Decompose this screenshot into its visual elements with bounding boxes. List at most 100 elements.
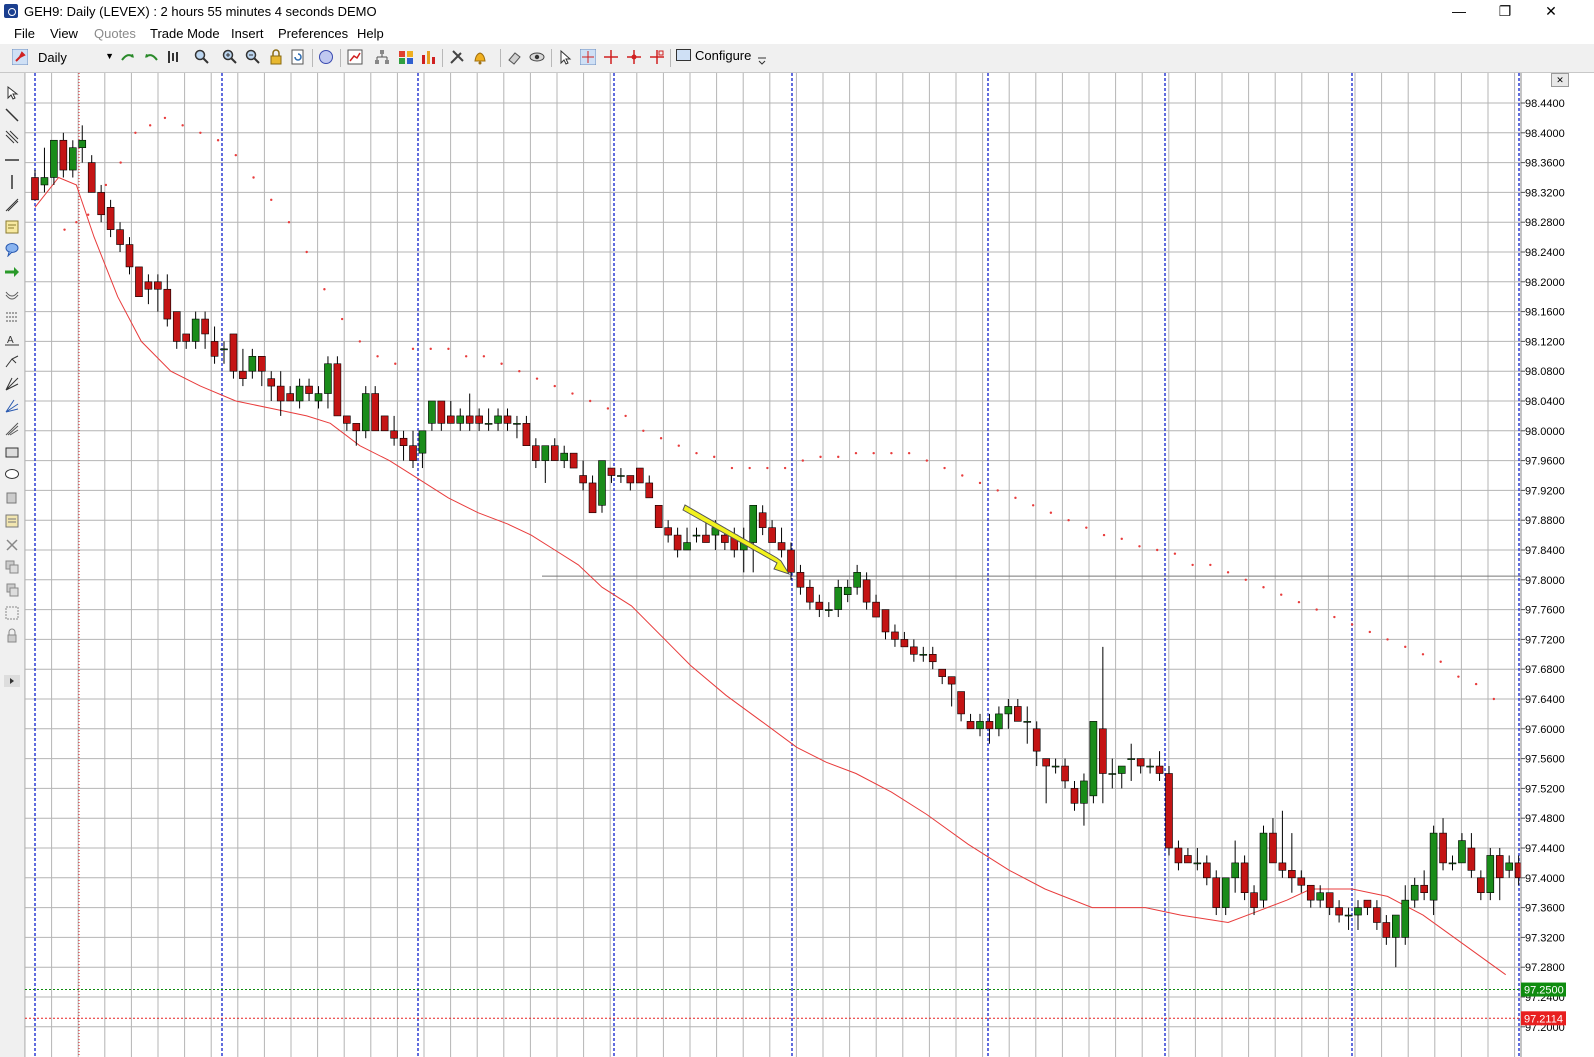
point-icon[interactable] <box>626 49 642 65</box>
expand-icon[interactable] <box>4 673 20 689</box>
zoom-icon[interactable] <box>194 49 210 65</box>
candle <box>1477 870 1485 901</box>
undo-icon[interactable] <box>143 49 159 65</box>
crosshair-icon[interactable] <box>580 49 596 65</box>
parabolic-sar-series <box>63 116 1496 701</box>
candle <box>862 572 871 610</box>
candle <box>1184 848 1192 864</box>
rectangle-icon[interactable] <box>4 444 20 460</box>
candle <box>1136 758 1145 774</box>
toolbar-separator <box>551 49 552 67</box>
menu-view[interactable]: View <box>50 26 78 41</box>
psar-dot <box>978 481 982 485</box>
candle-body-bull <box>1401 899 1410 938</box>
refresh-icon[interactable] <box>290 49 306 65</box>
price-tick-label: 97.4400 <box>1525 843 1565 855</box>
fib-icon[interactable] <box>4 421 20 437</box>
ray-tool-icon[interactable] <box>4 197 20 213</box>
psar-dot <box>1333 615 1336 619</box>
candle-body-bull <box>1354 907 1362 916</box>
candle <box>352 423 361 446</box>
flag-icon[interactable] <box>398 49 414 65</box>
candle-body-bear <box>673 534 682 551</box>
delete-icon[interactable] <box>4 537 20 553</box>
layers-icon[interactable] <box>4 513 20 529</box>
close-chart-icon[interactable]: ✕ <box>1551 73 1569 87</box>
zoom-in-icon[interactable] <box>222 49 238 65</box>
configure-button[interactable]: Configure <box>676 48 751 66</box>
compass-icon[interactable] <box>318 49 334 65</box>
text-tool-icon[interactable]: A <box>4 331 20 347</box>
price-chart[interactable]: 98.4400 98.4000 98.3600 98.3200 98.2800 98.24… <box>25 73 1568 1057</box>
psar-dot <box>624 414 627 418</box>
candle-body-bear <box>1032 728 1041 752</box>
menu-help[interactable]: Help <box>357 26 384 41</box>
cross-icon[interactable] <box>603 49 619 65</box>
line-tool-icon[interactable] <box>4 107 20 123</box>
menu-quotes[interactable]: Quotes <box>94 26 136 41</box>
close-button[interactable]: ✕ <box>1545 3 1557 19</box>
network-icon[interactable] <box>374 49 390 65</box>
pin-icon[interactable] <box>12 49 28 65</box>
vertical-line-icon[interactable] <box>4 174 20 190</box>
copy-icon[interactable] <box>4 559 20 575</box>
select-tool-icon[interactable] <box>4 85 20 101</box>
candle <box>550 438 559 461</box>
period-select[interactable]: Daily ▼ <box>34 48 116 66</box>
note-icon[interactable] <box>4 219 20 235</box>
grid-tool-icon[interactable] <box>4 309 20 325</box>
lock-icon[interactable] <box>268 49 284 65</box>
candle-body-bear <box>163 288 172 320</box>
bell-icon[interactable] <box>472 49 488 65</box>
psar-dot <box>119 161 122 164</box>
psar-dot <box>837 455 840 459</box>
psar-dot <box>104 183 108 187</box>
menu-trade-mode[interactable]: Trade Mode <box>150 26 220 41</box>
menu-file[interactable]: File <box>14 26 35 41</box>
bar-type-icon[interactable] <box>166 49 182 65</box>
psar-dot <box>890 451 893 455</box>
frame-icon[interactable] <box>4 605 20 621</box>
candle-body-bear <box>31 177 39 201</box>
indicator-icon[interactable] <box>347 49 363 65</box>
eye-icon[interactable] <box>529 49 545 65</box>
psar-dot <box>1014 496 1017 500</box>
restore-button[interactable]: ❐ <box>1498 3 1512 19</box>
eraser-icon[interactable] <box>506 49 522 65</box>
candle-body-bear <box>1477 877 1485 893</box>
zoom-out-icon[interactable] <box>245 49 261 65</box>
candle-body-bear <box>352 423 361 432</box>
menu-insert[interactable]: Insert <box>231 26 264 41</box>
gann-icon[interactable] <box>4 398 20 414</box>
candle <box>824 602 833 618</box>
horizontal-line-icon[interactable] <box>4 152 20 168</box>
psar-dot <box>1244 578 1247 581</box>
candle <box>343 415 351 431</box>
psar-dot <box>1120 537 1123 541</box>
target-icon[interactable] <box>649 49 665 65</box>
menu-preferences[interactable]: Preferences <box>278 26 349 41</box>
overflow-icon[interactable] <box>757 56 767 66</box>
toolbar: Daily ▼ Configure <box>0 44 1594 73</box>
brush-icon[interactable] <box>4 490 20 506</box>
redo-icon[interactable] <box>120 49 136 65</box>
minimize-button[interactable]: — <box>1452 3 1466 19</box>
lock-tool-icon[interactable] <box>4 628 20 644</box>
paste-icon[interactable] <box>4 582 20 598</box>
arc-tool-icon[interactable] <box>4 286 20 302</box>
price-tick-label: 97.2800 <box>1525 962 1565 974</box>
ellipse-icon[interactable] <box>4 466 20 482</box>
fan-icon[interactable] <box>4 376 20 392</box>
candle-body-bear <box>900 639 909 648</box>
pitchfork-icon[interactable] <box>4 353 20 369</box>
cursor-icon[interactable] <box>557 49 573 65</box>
candle <box>1250 885 1258 916</box>
chart-icon[interactable] <box>420 49 436 65</box>
psar-dot <box>606 407 610 410</box>
toolbar-separator <box>500 49 501 67</box>
callout-icon[interactable] <box>4 241 20 257</box>
arrow-tool-icon[interactable] <box>4 264 20 280</box>
psar-dot <box>588 399 592 403</box>
tools-icon[interactable] <box>449 49 465 65</box>
channel-tool-icon[interactable] <box>4 129 20 145</box>
